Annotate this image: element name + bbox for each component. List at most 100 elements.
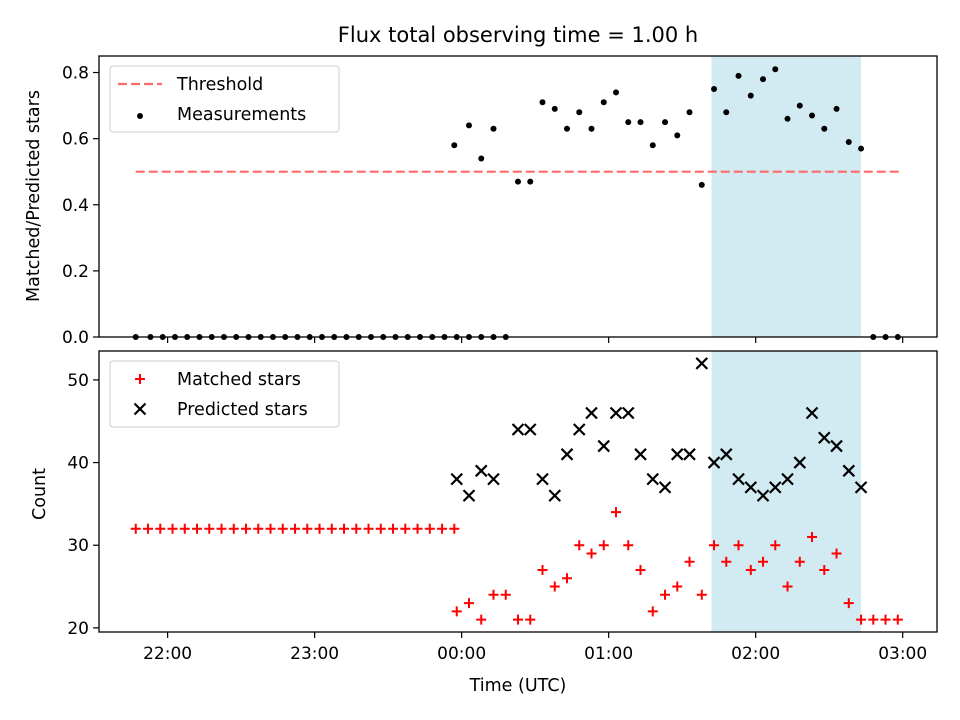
y-tick-label: 30 xyxy=(67,536,89,556)
y-tick-label: 40 xyxy=(67,454,89,474)
data-point xyxy=(474,464,488,478)
y-tick-label: 0.2 xyxy=(62,262,89,282)
data-point xyxy=(511,423,525,436)
data-point xyxy=(842,464,856,478)
data-point xyxy=(412,523,423,534)
y-axis-label-bottom: Count xyxy=(30,468,50,520)
data-point xyxy=(548,489,562,502)
data-point xyxy=(756,489,770,502)
data-point xyxy=(536,472,549,486)
data-point xyxy=(625,119,632,126)
data-point xyxy=(649,142,656,149)
data-point xyxy=(598,540,609,551)
data-point xyxy=(830,439,843,453)
legend-swatch xyxy=(137,113,143,119)
legend-box xyxy=(109,65,340,133)
data-point xyxy=(880,614,891,625)
y-tick-label: 0.4 xyxy=(62,196,89,216)
data-point xyxy=(339,523,350,534)
highlight-region xyxy=(711,351,862,632)
data-point xyxy=(609,406,623,420)
data-point xyxy=(698,181,705,188)
data-point xyxy=(241,523,252,534)
data-point xyxy=(465,122,472,129)
data-point xyxy=(683,448,696,461)
data-point xyxy=(363,523,374,534)
legend-box xyxy=(109,360,340,428)
data-point xyxy=(747,92,754,99)
data-point xyxy=(597,439,611,453)
data-point xyxy=(843,598,854,609)
data-point xyxy=(265,523,276,534)
data-point xyxy=(819,565,830,576)
data-point xyxy=(462,489,476,502)
data-point xyxy=(551,105,558,112)
data-point xyxy=(576,109,583,116)
data-point xyxy=(574,540,585,551)
legend: Threshold Measurements xyxy=(109,65,340,133)
data-point xyxy=(600,99,607,106)
data-point xyxy=(732,472,745,486)
data-point xyxy=(549,581,560,592)
data-point xyxy=(760,76,767,83)
data-point xyxy=(770,540,781,551)
data-point xyxy=(793,456,807,469)
data-point xyxy=(451,142,458,149)
data-point xyxy=(143,523,154,534)
data-point xyxy=(351,523,362,534)
data-point xyxy=(858,145,865,152)
data-point xyxy=(721,556,732,567)
data-point xyxy=(167,523,178,534)
data-point xyxy=(684,556,695,567)
x-axis-label: Time (UTC) xyxy=(469,676,567,696)
data-point xyxy=(892,614,903,625)
y-tick-label: 50 xyxy=(67,371,89,391)
panel-bottom-counts: 20 30 40 50 22:00 23:00 00:00 01:00 02:00 03:00 Ma… xyxy=(67,350,938,664)
data-point xyxy=(525,614,536,625)
data-point xyxy=(560,448,574,461)
data-point xyxy=(686,109,693,116)
data-point xyxy=(537,565,548,576)
legend-swatch xyxy=(133,402,147,416)
data-point xyxy=(647,606,658,617)
data-point xyxy=(856,614,867,625)
data-point xyxy=(564,125,571,132)
data-point xyxy=(216,523,227,534)
data-point xyxy=(781,472,794,486)
data-point xyxy=(854,481,868,494)
y-tick-label: 20 xyxy=(67,619,89,639)
data-point xyxy=(463,598,474,609)
data-point xyxy=(809,112,816,119)
data-point xyxy=(192,523,203,534)
data-point xyxy=(695,357,709,370)
data-point xyxy=(621,406,635,420)
x-tick-label: 23:00 xyxy=(290,644,339,664)
data-point xyxy=(831,548,842,559)
data-point xyxy=(658,481,672,494)
x-tick-label: 02:00 xyxy=(731,644,780,664)
data-point xyxy=(572,423,586,436)
data-point xyxy=(670,448,684,461)
data-point xyxy=(833,105,840,112)
data-point xyxy=(290,523,301,534)
data-point xyxy=(807,531,818,542)
data-point xyxy=(130,523,141,534)
data-point xyxy=(588,125,595,132)
axes-frame xyxy=(98,55,938,338)
data-point xyxy=(634,448,647,461)
data-point xyxy=(772,66,779,73)
x-tick-label: 03:00 xyxy=(878,644,927,664)
y-tick-label: 0.8 xyxy=(62,64,89,84)
data-point xyxy=(478,155,485,162)
data-point xyxy=(672,581,683,592)
data-point xyxy=(314,523,325,534)
x-tick-label: 00:00 xyxy=(437,644,486,664)
data-point xyxy=(794,556,805,567)
data-point xyxy=(660,589,671,600)
panel-top-flux-ratio: 0.0 0.2 0.4 0.6 0.8 Threshold Measurements xyxy=(62,55,938,348)
data-point xyxy=(707,456,721,469)
highlight-region xyxy=(711,56,862,337)
data-point xyxy=(868,614,879,625)
legend-label: Matched stars xyxy=(177,370,301,390)
